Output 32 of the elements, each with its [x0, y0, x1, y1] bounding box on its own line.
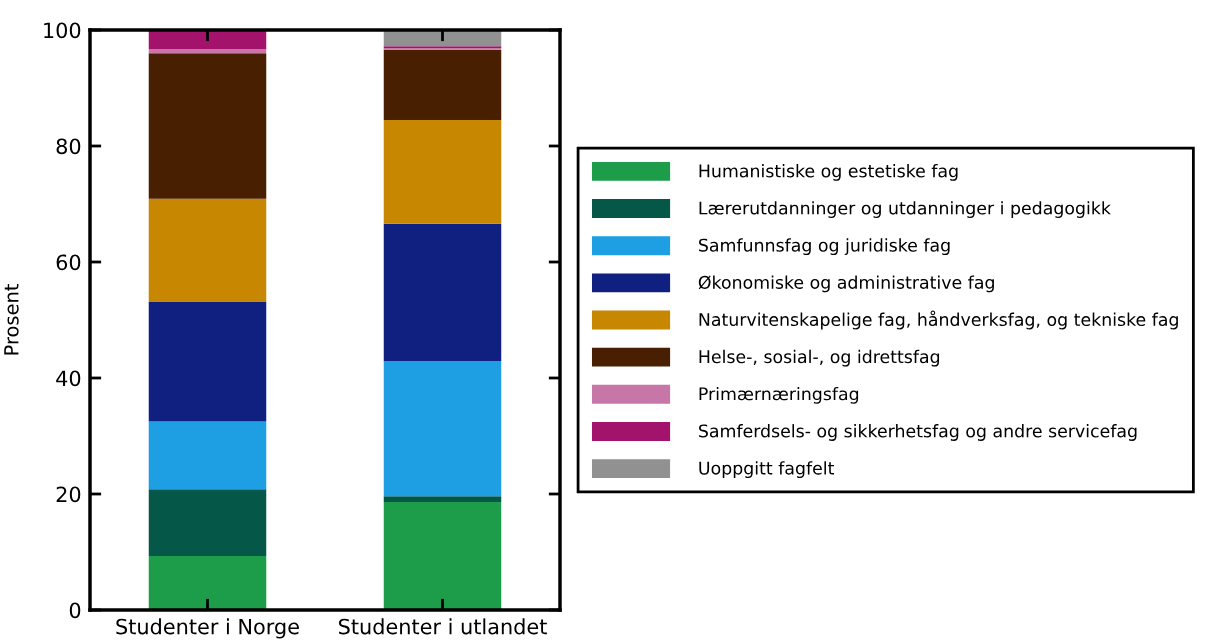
y-tick-label: 20 [56, 486, 81, 503]
bar [148, 556, 267, 610]
y-tick-label: 100 [44, 22, 81, 39]
bar [383, 361, 502, 497]
legend-label: Samferdsels- og sikkerhetsfag og andre servicefag [699, 424, 1137, 441]
legend-label: Helse-, sosial-, og idrettsfag [699, 349, 940, 367]
bar [383, 223, 502, 362]
legend-label: Lærerutdanninger og utdanninger i pedagogikk [699, 201, 1111, 218]
legend-label: Samfunnsfag og juridiske fag [699, 238, 950, 256]
y-tick-label: 80 [56, 138, 81, 155]
bar [148, 198, 267, 302]
bar [148, 30, 267, 50]
y-tick-label: 0 [69, 602, 81, 619]
legend-label: Primærnæringsfag [699, 386, 859, 404]
bar [148, 489, 267, 557]
bar [148, 49, 267, 54]
legend-label: Humanistiske og estetiske fag [699, 164, 958, 181]
bar [148, 301, 267, 422]
legend-label: Uoppgitt fagfelt [699, 461, 834, 479]
legend-label: Økonomiske og administrative fag [698, 275, 994, 293]
x-tick-label: Studenter i Norge [116, 618, 299, 639]
bar [383, 119, 502, 224]
y-tick-label: 60 [56, 254, 81, 271]
bar [383, 502, 502, 610]
legend-label: Naturvitenskapelige fag, håndverksfag, og tekniske fag [699, 310, 1178, 330]
bar [148, 421, 267, 490]
bar [383, 49, 502, 120]
y-tick-label: 40 [56, 370, 81, 387]
x-tick-label: Studenter i utlandet [338, 618, 547, 635]
bar [383, 496, 502, 503]
bar [148, 53, 267, 199]
y-axis-title: Prosent [4, 284, 19, 355]
